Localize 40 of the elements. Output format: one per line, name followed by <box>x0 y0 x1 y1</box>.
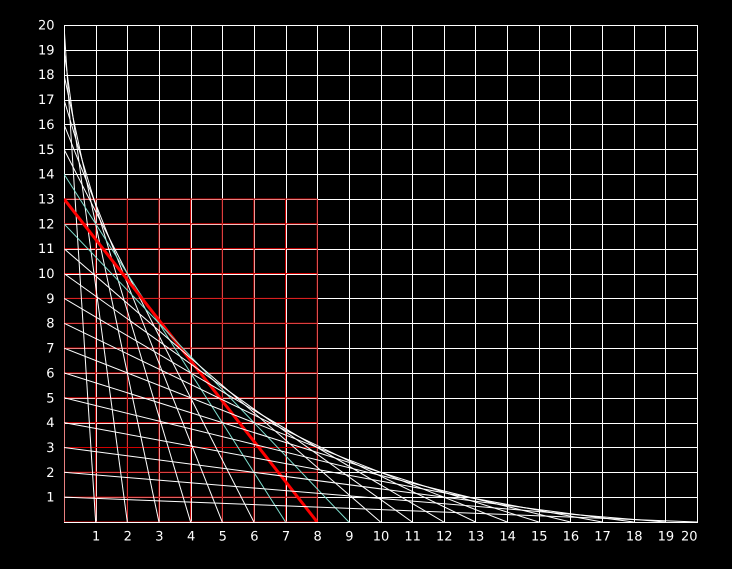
x-tick-label: 12 <box>436 530 453 544</box>
x-tick-label: 6 <box>250 530 259 544</box>
y-tick-label: 4 <box>46 416 54 432</box>
y-tick-label: 18 <box>38 68 54 84</box>
x-tick-label: 15 <box>530 530 548 544</box>
x-tick-label: 11 <box>404 530 421 544</box>
y-tick-label: 7 <box>46 342 54 357</box>
y-tick-label: 10 <box>38 267 54 282</box>
y-tick-label: 2 <box>46 466 54 481</box>
x-tick-label: 16 <box>562 530 580 544</box>
x-tick-label: 10 <box>372 530 390 544</box>
y-tick-label: 5 <box>46 391 54 406</box>
y-tick-label: 17 <box>38 93 54 108</box>
x-tick-label: 8 <box>314 530 322 544</box>
y-tick-label: 15 <box>38 142 54 158</box>
x-tick-label: 18 <box>626 530 642 544</box>
y-tick-label: 8 <box>46 316 54 332</box>
x-tick-label: 20 <box>680 530 698 544</box>
x-tick-label: 2 <box>124 530 132 544</box>
x-tick-label: 7 <box>282 530 290 544</box>
y-tick-label: 3 <box>46 440 54 456</box>
y-tick-label: 9 <box>46 292 54 307</box>
x-tick-label: 19 <box>658 530 674 544</box>
y-tick-label: 16 <box>38 118 54 133</box>
y-tick-label: 20 <box>38 18 54 34</box>
x-tick-label: 3 <box>155 530 164 544</box>
y-tick-label: 1 <box>46 490 54 506</box>
x-tick-label: 13 <box>468 530 484 544</box>
x-tick-label: 4 <box>186 530 196 544</box>
x-tick-label: 5 <box>218 530 227 544</box>
y-tick-label: 13 <box>38 192 54 208</box>
y-tick-label: 19 <box>38 43 54 58</box>
x-tick-label: 14 <box>499 530 516 544</box>
y-tick-label: 11 <box>38 242 54 258</box>
x-tick-label: 17 <box>594 530 611 544</box>
x-tick-label: 9 <box>345 530 354 544</box>
y-tick-label: 12 <box>38 217 54 232</box>
y-tick-label: 14 <box>38 168 54 183</box>
y-tick-label: 6 <box>46 366 54 382</box>
x-tick-label: 1 <box>92 530 100 544</box>
